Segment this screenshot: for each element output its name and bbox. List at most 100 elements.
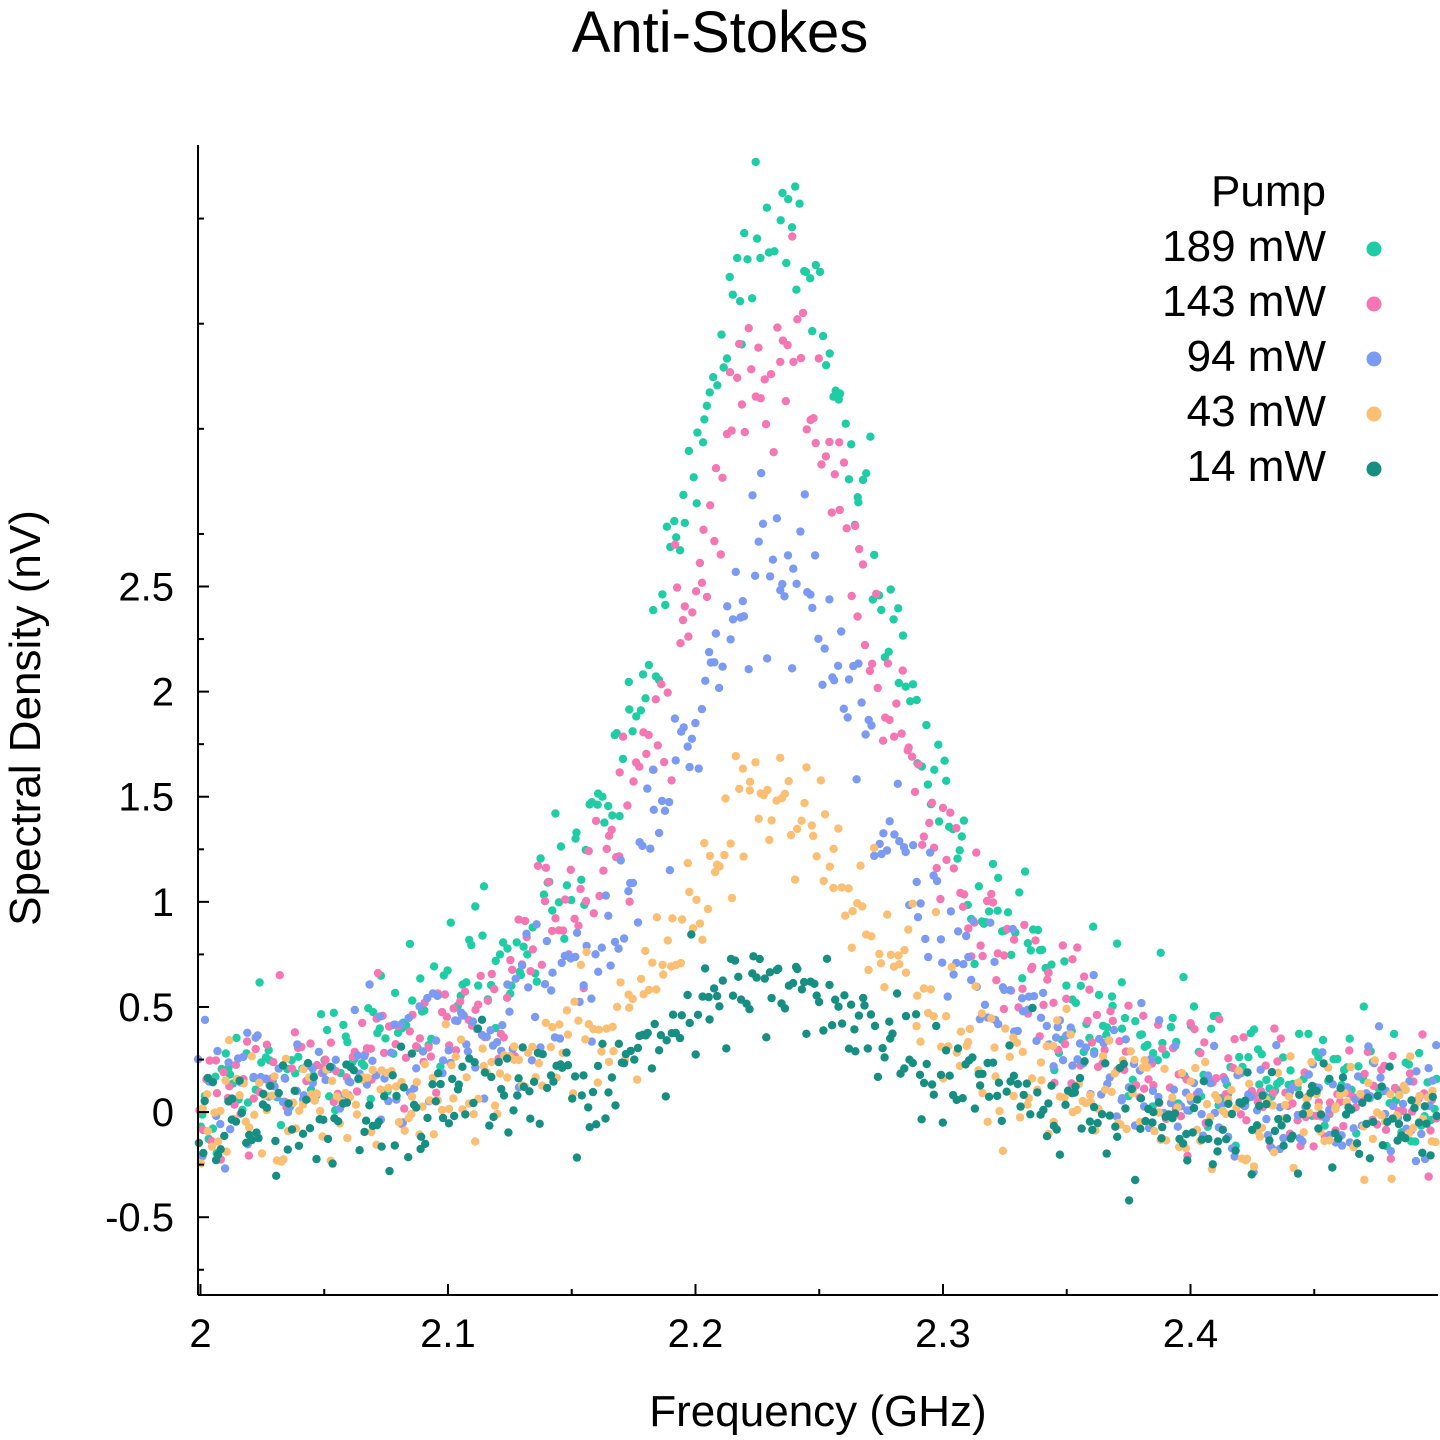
- data-point: [1243, 1068, 1252, 1077]
- data-point: [971, 982, 980, 991]
- data-point: [522, 929, 531, 938]
- legend-label: 143 mW: [1162, 277, 1326, 326]
- data-point: [381, 1034, 390, 1043]
- data-point: [743, 255, 752, 264]
- data-point: [840, 991, 849, 1000]
- data-point: [1265, 1136, 1274, 1145]
- data-point: [541, 1018, 550, 1027]
- data-point: [765, 572, 775, 581]
- data-point: [593, 800, 602, 809]
- data-point: [434, 1069, 443, 1078]
- data-point: [744, 324, 753, 333]
- data-point: [1154, 1098, 1164, 1107]
- data-point: [661, 600, 670, 610]
- data-point: [1066, 1023, 1075, 1032]
- data-point: [691, 1050, 700, 1059]
- data-point: [1307, 1057, 1316, 1067]
- data-point: [207, 1142, 217, 1151]
- data-point: [718, 473, 727, 482]
- data-point: [851, 521, 860, 531]
- data-point: [956, 1027, 966, 1036]
- data-point: [895, 837, 904, 846]
- data-point: [1183, 1156, 1192, 1165]
- data-point: [623, 801, 632, 810]
- x-axis-label: Frequency (GHz): [649, 1387, 986, 1436]
- data-point: [783, 340, 792, 350]
- data-point: [844, 884, 853, 893]
- data-point: [290, 1086, 299, 1096]
- data-point: [787, 223, 797, 232]
- data-point: [967, 975, 976, 985]
- data-point: [857, 698, 866, 707]
- data-point: [1428, 1086, 1437, 1096]
- data-point: [776, 357, 785, 367]
- data-point: [1289, 1163, 1298, 1173]
- data-point: [1140, 1056, 1149, 1065]
- data-point: [659, 970, 668, 979]
- data-point: [322, 1025, 332, 1035]
- data-point: [412, 1103, 421, 1112]
- data-point: [582, 941, 591, 951]
- data-point: [423, 1113, 432, 1123]
- data-point: [1009, 1091, 1018, 1101]
- data-point: [1213, 1095, 1223, 1104]
- data-point: [927, 1080, 937, 1089]
- data-point: [889, 732, 899, 741]
- data-point: [1108, 1016, 1118, 1026]
- data-point: [394, 1118, 404, 1127]
- data-point: [930, 765, 939, 774]
- data-point: [649, 605, 658, 615]
- data-point: [1061, 1100, 1070, 1110]
- data-point: [368, 1065, 377, 1075]
- data-point: [947, 962, 956, 972]
- data-point: [479, 1061, 488, 1071]
- data-point: [1239, 1033, 1248, 1042]
- data-point: [1028, 962, 1037, 972]
- data-point: [844, 475, 854, 484]
- data-point: [676, 958, 686, 968]
- data-point: [704, 647, 714, 657]
- data-point: [847, 591, 856, 601]
- data-point: [915, 1070, 925, 1080]
- data-point: [688, 608, 697, 617]
- data-point: [854, 498, 863, 507]
- data-point: [1255, 1101, 1264, 1111]
- data-point: [692, 499, 701, 508]
- data-point: [512, 938, 521, 947]
- data-point: [502, 1054, 512, 1063]
- data-point: [662, 1036, 671, 1045]
- data-point: [574, 921, 583, 930]
- data-point: [910, 787, 920, 797]
- data-point: [978, 951, 987, 961]
- data-point: [738, 764, 748, 773]
- data-point: [789, 357, 798, 367]
- data-point: [1377, 1110, 1386, 1120]
- data-point: [1107, 992, 1117, 1001]
- data-point: [988, 859, 998, 869]
- data-point: [990, 957, 999, 967]
- y-axis-label: Spectral Density (nV): [1, 510, 50, 926]
- data-point: [274, 1088, 283, 1098]
- data-point: [247, 1052, 256, 1061]
- data-point: [1316, 1110, 1326, 1119]
- data-point: [444, 1046, 453, 1055]
- data-point: [900, 945, 909, 955]
- data-point: [820, 810, 830, 819]
- data-point: [1043, 975, 1052, 984]
- data-point: [687, 930, 696, 939]
- data-point: [684, 632, 693, 641]
- data-point: [1085, 1117, 1095, 1126]
- data-point: [626, 1046, 635, 1056]
- data-point: [361, 1116, 371, 1125]
- data-point: [670, 516, 679, 526]
- data-point: [1062, 981, 1071, 990]
- data-point: [630, 1055, 639, 1064]
- data-point: [221, 1049, 230, 1058]
- data-point: [407, 1092, 417, 1101]
- data-point: [1005, 986, 1015, 995]
- data-point: [1080, 1057, 1089, 1066]
- data-point: [503, 980, 512, 989]
- data-point: [1071, 998, 1081, 1008]
- data-point: [438, 1056, 448, 1065]
- data-point: [551, 914, 560, 923]
